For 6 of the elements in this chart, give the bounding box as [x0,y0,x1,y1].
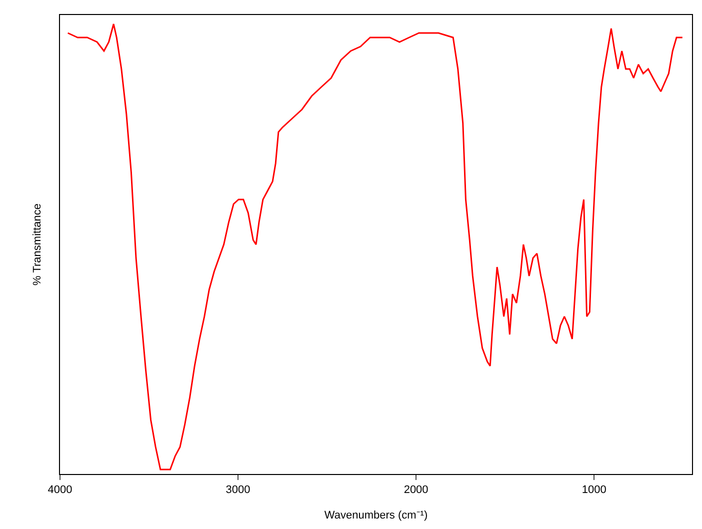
x-axis-title: Wavenumbers (cm⁻¹) [324,509,428,522]
x-tick-label: 2000 [404,484,428,496]
x-tick-label: 3000 [226,484,250,496]
x-tick-label: 1000 [582,484,606,496]
x-tick-label: 4000 [48,484,72,496]
y-axis-title: % Transmittance [32,204,44,286]
